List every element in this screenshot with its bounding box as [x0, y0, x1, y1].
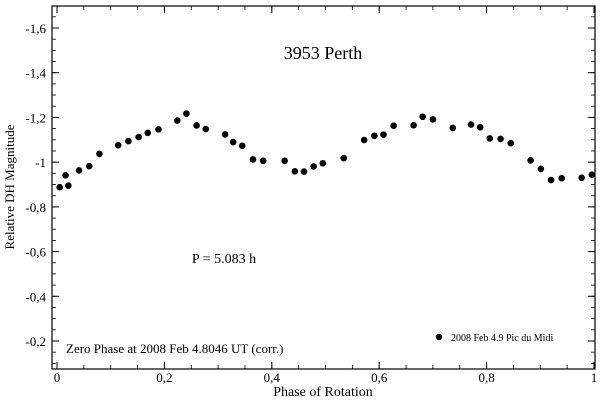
data-point	[193, 122, 200, 129]
data-point	[202, 125, 210, 133]
data-point	[125, 137, 132, 145]
data-point	[507, 139, 515, 147]
period-annotation: P = 5.083 h	[192, 252, 256, 267]
data-point	[135, 133, 142, 141]
data-points	[56, 110, 596, 191]
data-point	[85, 162, 93, 170]
y-tick-label: -1,6	[25, 21, 46, 36]
data-point	[371, 132, 378, 140]
y-tick-label: -1,2	[25, 110, 46, 125]
tick-labels: 0 0,2 0,4 0,6 0,8 1 -0,2 -0,4 -0,6 -0,8 -1 -1,2 -1,4…	[25, 21, 597, 385]
y-tick-label: -0,4	[25, 289, 46, 304]
data-point	[360, 136, 368, 144]
legend: 2008 Feb 4.9 Pic du Midi	[435, 333, 553, 344]
data-point	[476, 123, 484, 131]
data-point	[467, 121, 475, 128]
y-tick-label: -0,6	[25, 245, 46, 260]
data-point	[558, 174, 566, 182]
data-point	[155, 125, 162, 133]
data-point	[291, 168, 299, 175]
data-point	[429, 116, 437, 123]
data-point	[486, 135, 494, 142]
data-point	[449, 124, 457, 132]
data-point	[527, 157, 534, 164]
legend-label: 2008 Feb 4.9 Pic du Midi	[451, 333, 553, 344]
data-point	[183, 110, 190, 117]
data-point	[229, 138, 237, 146]
data-point	[75, 167, 83, 174]
data-point	[114, 141, 122, 149]
data-point	[547, 176, 555, 184]
y-axis-label: Relative DH Magnitude	[2, 124, 17, 249]
data-point	[221, 131, 229, 138]
data-point	[419, 113, 426, 121]
data-point	[390, 122, 397, 130]
data-point	[497, 135, 504, 143]
y-tick-label: -1	[35, 155, 46, 170]
x-tick-label: 0,4	[264, 370, 281, 385]
x-tick-label: 0,6	[371, 370, 388, 385]
data-point	[578, 174, 585, 182]
data-point	[259, 157, 267, 165]
ticks	[52, 6, 595, 369]
y-tick-label: -0,8	[25, 200, 46, 215]
data-point	[249, 156, 257, 163]
data-point	[56, 183, 63, 191]
x-tick-label: 1	[591, 370, 598, 385]
data-point	[340, 154, 348, 162]
x-tick-label: 0	[54, 370, 61, 385]
data-point	[537, 165, 545, 173]
plot-frame	[51, 5, 596, 370]
data-point	[238, 142, 246, 150]
chart-title: 3953 Perth	[284, 43, 363, 63]
x-tick-label: 0,8	[478, 370, 494, 385]
data-point	[144, 129, 152, 137]
data-point	[300, 168, 308, 175]
x-axis-label: Phase of Rotation	[273, 385, 373, 400]
data-point	[64, 182, 72, 189]
data-point	[62, 172, 69, 179]
data-point	[588, 171, 596, 178]
x-tick-label: 0,2	[156, 370, 172, 385]
data-point	[310, 163, 317, 170]
data-point	[319, 159, 327, 167]
data-point	[173, 117, 181, 124]
y-tick-label: -0,2	[25, 334, 46, 349]
data-point	[380, 131, 387, 138]
data-point	[281, 157, 288, 165]
data-point	[96, 150, 103, 158]
y-tick-label: -1,4	[25, 66, 46, 81]
data-point	[410, 121, 417, 129]
zero-phase-annotation: Zero Phase at 2008 Feb 4.8046 UT (corr.)	[66, 341, 283, 356]
legend-marker	[435, 333, 443, 341]
